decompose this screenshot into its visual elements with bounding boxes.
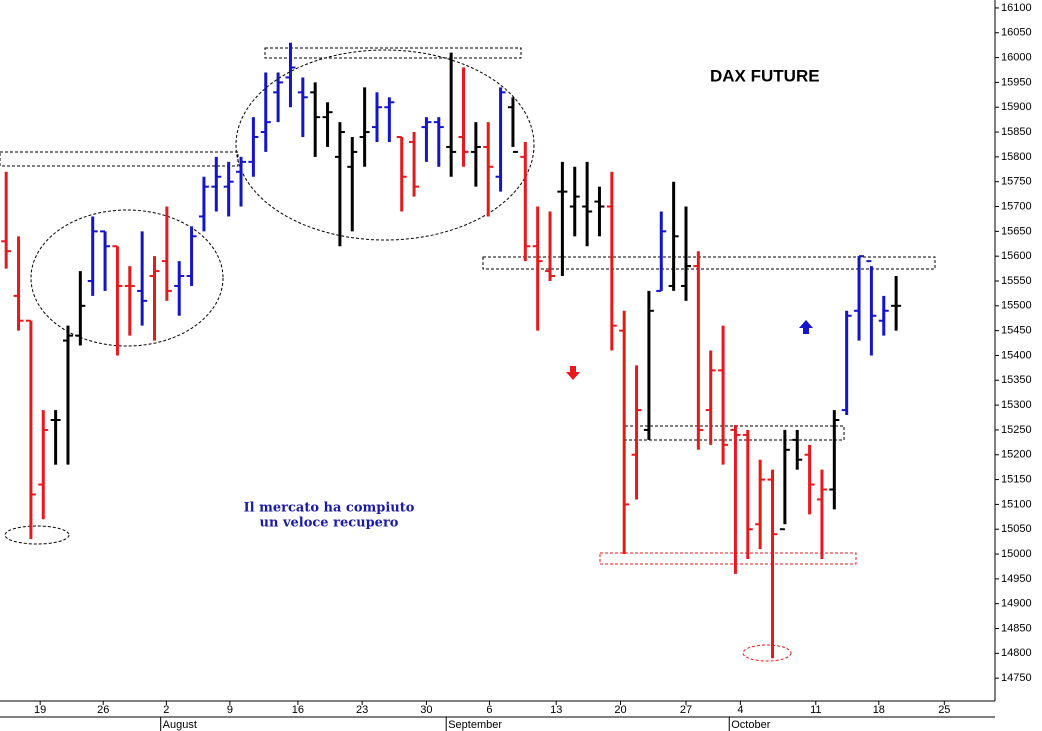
y-tick-label: 15300: [1001, 399, 1032, 411]
x-tick-label: 2: [163, 704, 169, 716]
arrow-up: [799, 320, 813, 334]
y-tick-label: 14750: [1001, 672, 1032, 684]
y-tick-label: 15250: [1001, 424, 1032, 436]
y-tick-label: 16000: [1001, 51, 1032, 63]
y-tick-label: 15800: [1001, 151, 1032, 163]
annotations: [0, 47, 936, 545]
y-tick-label: 14950: [1001, 573, 1032, 585]
y-tick-label: 16050: [1001, 27, 1032, 39]
y-tick-label: 15550: [1001, 275, 1032, 287]
annotations-red: [599, 552, 857, 662]
y-tick-label: 14800: [1001, 647, 1032, 659]
annotation: Il mercato ha compiuto: [244, 501, 415, 516]
zone: [264, 47, 522, 59]
x-tick-label: 26: [97, 704, 109, 716]
x-tick-label: 23: [356, 704, 368, 716]
x-tick-label: 4: [737, 704, 743, 716]
x-tick-label: 16: [292, 704, 304, 716]
y-tick-label: 15950: [1001, 76, 1032, 88]
ellipse: [742, 644, 792, 662]
y-tick-label: 15100: [1001, 498, 1032, 510]
x-tick-label: 19: [34, 704, 46, 716]
ellipse: [30, 209, 224, 347]
y-tick-label: 16100: [1001, 2, 1032, 14]
x-tick-label: 9: [227, 704, 233, 716]
y-tick-label: 15850: [1001, 126, 1032, 138]
y-tick-label: 15900: [1001, 101, 1032, 113]
arrow-down: [566, 366, 580, 380]
zone: [482, 256, 936, 270]
y-tick-label: 15600: [1001, 250, 1032, 262]
month-label: August: [163, 719, 197, 731]
y-tick-label: 15400: [1001, 349, 1032, 361]
zone: [0, 151, 239, 167]
y-tick-label: 14900: [1001, 598, 1032, 610]
x-tick-label: 13: [550, 704, 562, 716]
y-tick-label: 15050: [1001, 523, 1032, 535]
annotation: un veloce recupero: [260, 516, 399, 531]
x-tick-label: 27: [680, 704, 692, 716]
month-label: September: [448, 719, 502, 731]
x-tick-label: 30: [420, 704, 432, 716]
y-tick-label: 15750: [1001, 176, 1032, 188]
y-tick-label: 15700: [1001, 200, 1032, 212]
x-tick-label: 11: [810, 704, 821, 716]
chart-title: DAX FUTURE: [710, 66, 820, 85]
ellipse: [4, 525, 70, 545]
y-tick-label: 15200: [1001, 449, 1032, 461]
ellipse: [235, 49, 535, 241]
y-tick-label: 15450: [1001, 325, 1032, 337]
y-tick-label: 15000: [1001, 548, 1032, 560]
y-tick-label: 14850: [1001, 622, 1032, 634]
y-tick-label: 15650: [1001, 225, 1032, 237]
zone: [599, 552, 857, 565]
x-tick-label: 25: [938, 704, 950, 716]
month-label: October: [731, 719, 770, 731]
y-tick-label: 15500: [1001, 300, 1032, 312]
y-tick-label: 15350: [1001, 374, 1032, 386]
x-tick-label: 18: [873, 704, 885, 716]
x-tick-label: 6: [486, 704, 492, 716]
y-tick-label: 15150: [1001, 473, 1032, 485]
x-tick-label: 20: [614, 704, 626, 716]
